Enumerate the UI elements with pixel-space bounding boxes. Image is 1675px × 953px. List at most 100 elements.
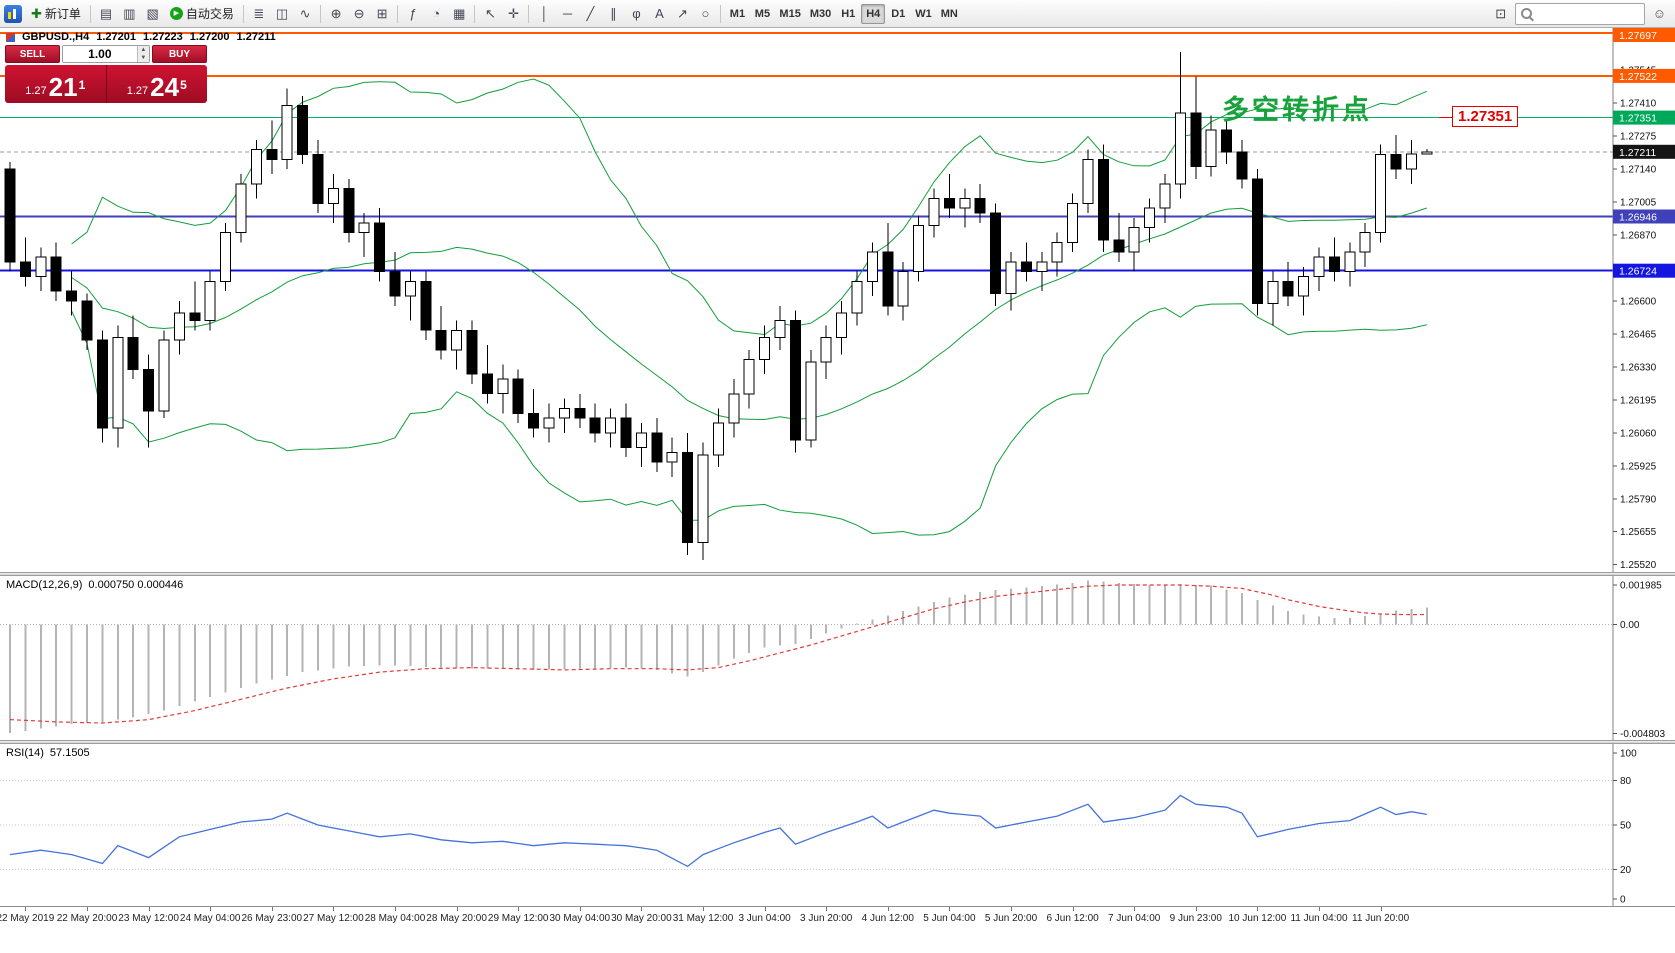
line-chart-icon[interactable]: ∿ [294,3,316,25]
candle-body [959,197,971,209]
vertical-line-icon[interactable]: │ [533,3,555,25]
volume-spinner: ▲ ▼ [136,46,149,62]
sell-price-panel[interactable]: 1.27 21 1 [5,65,107,103]
timeframe-m1-button[interactable]: M1 [725,4,749,24]
bar-chart-icon[interactable]: ≣ [248,3,270,25]
candle-body [297,105,309,155]
time-axis[interactable]: 22 May 2019 22 May 20:00 23 May 12:00 24 Ma… [0,906,1675,929]
candlestick-chart-icon[interactable]: ◫ [271,3,293,25]
candle-body [1390,154,1402,170]
price-chart-panel[interactable]: 1.276801.275451.274101.272751.271401.270… [0,28,1675,572]
time-tick [1380,907,1382,911]
panel-splitter[interactable] [0,740,1675,744]
time-label: 6 Jun 12:00 [1046,913,1099,924]
profiles-icon[interactable]: ▤ [95,3,117,25]
shapes-icon[interactable]: ○ [694,3,716,25]
candle-body [1144,207,1156,229]
rsi-value: 57.1505 [49,747,90,759]
search-icon [1520,8,1532,19]
macd-tick-label: -0.004803 [1620,729,1665,740]
sell-button[interactable]: SELL [5,45,60,63]
rsi-name: RSI(14) [6,747,44,759]
auto-trading-button[interactable]: ▶ 自动交易 [165,3,239,25]
candle-body [158,339,170,412]
trendline-icon[interactable]: ╱ [579,3,601,25]
price-marker-label: 1.27211 [1619,147,1656,159]
macd-axis[interactable] [1613,576,1675,740]
candle-body [928,197,940,226]
volume-up-icon[interactable]: ▲ [137,46,149,54]
crosshair-icon[interactable]: ✛ [502,3,524,25]
auto-trading-label: 自动交易 [185,7,234,21]
zoom-out-icon[interactable]: ⊖ [348,3,370,25]
volume-input[interactable] [63,46,137,62]
candle-body [343,188,355,234]
buy-price-panel[interactable]: 1.27 24 5 [106,65,207,103]
rsi-tick-label: 20 [1620,865,1632,876]
candle-body [1205,129,1217,168]
channel-icon[interactable]: ∥ [602,3,624,25]
time-label: 29 May 12:00 [487,913,549,924]
templates-icon[interactable]: ▦ [448,3,470,25]
candle-body [281,105,293,160]
candle-body [974,197,986,214]
rsi-canvas[interactable]: 100 80 50 20 0 [0,744,1675,906]
time-tick [456,907,458,911]
panel-splitter[interactable] [0,572,1675,576]
candle-body [358,222,370,234]
macd-panel[interactable]: 0.001985 0.00 -0.004803 MACD(12,26,9) 0.000… [0,576,1675,740]
sell-price-pip: 1 [78,78,86,92]
rsi-tick-label: 80 [1620,776,1632,787]
price-chart-canvas[interactable]: 1.276801.275451.274101.272751.271401.270… [0,28,1675,572]
rsi-tick-label: 100 [1620,749,1637,760]
tile-windows-icon[interactable]: ⊞ [371,3,393,25]
timeframe-d1-button[interactable]: D1 [886,4,910,24]
candle-body [589,417,601,434]
time-label: 11 Jun 20:00 [1352,913,1410,924]
indicators-icon[interactable]: ƒ [402,3,424,25]
timeframe-h1-button[interactable]: H1 [836,4,860,24]
timeframe-mn-button[interactable]: MN [937,4,962,24]
price-tick-label: 1.27005 [1620,198,1657,209]
volume-down-icon[interactable]: ▼ [137,54,149,62]
timeframe-m30-button[interactable]: M30 [806,4,835,24]
price-marker [1613,28,1675,42]
toolbar-separator [474,4,476,23]
cursor-icon[interactable]: ↖ [479,3,501,25]
price-marker-label: 1.26946 [1619,212,1657,224]
zoom-in-icon[interactable]: ⊕ [325,3,347,25]
candle-body [1375,154,1387,234]
chart-window-icon[interactable]: ⊡ [1490,3,1512,25]
periods-icon[interactable]: ◔ [425,3,447,25]
candle-body [1051,241,1063,263]
toolbar-separator [89,4,91,23]
timeframe-w1-button[interactable]: W1 [911,4,936,24]
rsi-panel[interactable]: 100 80 50 20 0 RSI(14) 57.1505 [0,744,1675,906]
price-callout-label[interactable]: 1.27351 [1438,106,1519,127]
search-box[interactable] [1514,2,1645,25]
arrows-icon[interactable]: ↗ [671,3,693,25]
time-tick [210,907,212,911]
candle-body [512,378,524,414]
community-icon[interactable]: ☺ [1648,3,1671,25]
time-tick [764,907,766,911]
time-label: 10 Jun 12:00 [1228,913,1287,924]
macd-label: MACD(12,26,9) 0.000750 0.000446 [6,579,183,591]
macd-canvas[interactable]: 0.001985 0.00 -0.004803 [0,576,1675,740]
timeframe-m15-button[interactable]: M15 [775,4,804,24]
time-label: 11 Jun 04:00 [1290,913,1348,924]
new-order-button[interactable]: ✚ 新订单 [26,3,86,25]
search-input[interactable] [1536,6,1639,21]
rsi-axis[interactable] [1613,744,1675,906]
fibonacci-icon[interactable]: φ [625,3,647,25]
price-tick-label: 1.26330 [1620,362,1657,373]
buy-button[interactable]: BUY [152,45,207,63]
market-watch-icon[interactable]: ▥ [118,3,140,25]
candle-body [1344,251,1356,273]
timeframe-m5-button[interactable]: M5 [750,4,774,24]
horizontal-line-icon[interactable]: ─ [556,3,578,25]
timeframe-h4-button[interactable]: H4 [861,3,886,24]
candle-body [635,432,647,448]
text-icon[interactable]: A [648,3,670,25]
navigator-icon[interactable]: ▧ [142,3,164,25]
